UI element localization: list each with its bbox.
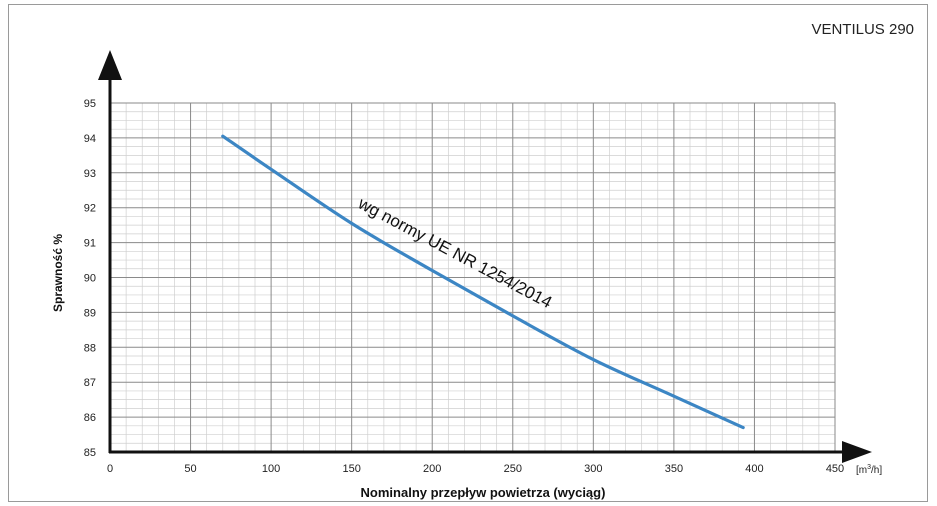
x-tick-label: 150 bbox=[342, 463, 360, 475]
x-tick-label: 200 bbox=[423, 463, 441, 475]
y-axis-arrow bbox=[98, 50, 122, 80]
y-axis-label: Sprawność % bbox=[51, 234, 65, 312]
x-tick-labels: 0 50 100 150 200 250 300 350 400 450 bbox=[107, 463, 844, 475]
y-tick-label: 87 bbox=[84, 377, 96, 389]
chart-frame bbox=[8, 4, 928, 502]
x-tick-label: 0 bbox=[107, 463, 113, 475]
y-tick-label: 91 bbox=[84, 238, 96, 250]
y-tick-label: 85 bbox=[84, 447, 96, 459]
x-tick-label: 50 bbox=[184, 463, 196, 475]
x-axis-unit: [m3/h] bbox=[856, 464, 882, 476]
norm-annotation: wg normy UE NR 1254/2014 bbox=[354, 193, 555, 312]
x-axis-label: Nominalny przepływ powietrza (wyciąg) bbox=[361, 485, 606, 500]
x-tick-label: 250 bbox=[504, 463, 522, 475]
y-tick-labels: 85 86 87 88 89 90 91 92 93 94 95 bbox=[84, 98, 96, 459]
x-unit-sup: 3 bbox=[867, 464, 871, 471]
x-tick-label: 450 bbox=[826, 463, 844, 475]
y-tick-label: 92 bbox=[84, 203, 96, 215]
y-tick-label: 94 bbox=[84, 133, 96, 145]
y-tick-label: 93 bbox=[84, 168, 96, 180]
x-tick-label: 300 bbox=[584, 463, 602, 475]
series-layer bbox=[221, 134, 745, 430]
chart-title: VENTILUS 290 bbox=[811, 21, 914, 38]
axes bbox=[98, 50, 872, 463]
x-axis-arrow bbox=[842, 441, 872, 463]
y-tick-label: 88 bbox=[84, 342, 96, 354]
x-tick-label: 350 bbox=[665, 463, 683, 475]
y-tick-label: 89 bbox=[84, 307, 96, 319]
series-line bbox=[221, 134, 745, 430]
y-tick-label: 86 bbox=[84, 412, 96, 424]
x-tick-label: 100 bbox=[262, 463, 280, 475]
x-unit-prefix: [m bbox=[856, 465, 867, 476]
y-tick-label: 95 bbox=[84, 98, 96, 110]
x-unit-suffix: /h] bbox=[871, 465, 882, 476]
x-tick-label: 400 bbox=[745, 463, 763, 475]
y-tick-label: 90 bbox=[84, 273, 96, 285]
